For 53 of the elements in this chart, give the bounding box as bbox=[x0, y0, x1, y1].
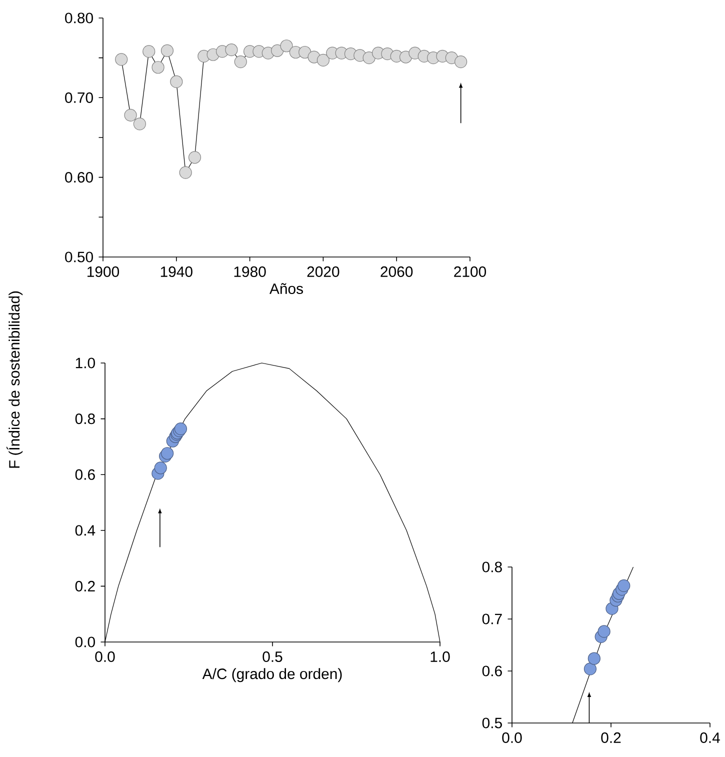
point bbox=[225, 44, 238, 56]
point bbox=[316, 54, 330, 67]
point bbox=[584, 662, 597, 676]
x-axis-title: Años bbox=[270, 283, 303, 294]
y-tick-label: 0.8 bbox=[482, 562, 502, 572]
x-tick-label: 1980 bbox=[234, 266, 266, 277]
y-tick-label: 0.60 bbox=[65, 172, 93, 183]
point bbox=[280, 40, 293, 52]
point bbox=[124, 108, 137, 122]
point bbox=[133, 118, 146, 130]
point bbox=[588, 652, 600, 665]
point bbox=[598, 625, 610, 638]
point bbox=[142, 45, 156, 58]
x-tick-label: 0.2 bbox=[601, 732, 621, 743]
point bbox=[298, 46, 312, 59]
x-tick-label: 0.0 bbox=[95, 651, 115, 662]
point bbox=[161, 447, 174, 460]
point bbox=[154, 462, 167, 474]
x-tick-label: 0.0 bbox=[502, 732, 522, 743]
y-tick-label: 0.8 bbox=[75, 414, 95, 424]
x-tick-label: 0.5 bbox=[262, 651, 282, 662]
x-tick-label: 1940 bbox=[160, 266, 192, 277]
x-tick-label: 1.0 bbox=[430, 651, 450, 662]
y-tick-label: 0.7 bbox=[482, 614, 502, 624]
y-tick-label: 0.50 bbox=[65, 252, 93, 262]
point bbox=[618, 579, 630, 592]
point bbox=[160, 44, 174, 57]
y-tick-label: 0.2 bbox=[75, 580, 95, 592]
y-axis-title: F (Índice de sostenibilidad) bbox=[6, 291, 23, 468]
point bbox=[234, 56, 247, 68]
y-tick-label: 0.6 bbox=[482, 666, 502, 676]
point bbox=[271, 44, 284, 57]
point bbox=[362, 52, 376, 64]
point bbox=[170, 75, 183, 88]
y-tick-label: 1.0 bbox=[76, 358, 95, 368]
y-tick-label: 0.5 bbox=[482, 718, 502, 728]
y-tick-label: 0.80 bbox=[65, 12, 93, 24]
y-tick-label: 0.6 bbox=[75, 469, 95, 480]
x-tick-label: 2020 bbox=[307, 266, 340, 277]
point bbox=[454, 56, 468, 68]
y-tick-label: 0.4 bbox=[75, 525, 96, 536]
x-axis-title: A/C (grado de orden) bbox=[202, 668, 342, 682]
point bbox=[152, 61, 164, 74]
y-tick-label: 0.70 bbox=[65, 92, 93, 103]
point bbox=[179, 166, 192, 179]
point bbox=[188, 151, 202, 164]
x-tick-label: 2060 bbox=[380, 266, 413, 277]
point bbox=[445, 52, 458, 64]
y-tick-label: 0.0 bbox=[75, 636, 95, 648]
point bbox=[115, 53, 128, 66]
x-tick-label: 1900 bbox=[88, 266, 120, 277]
x-tick-label: 2100 bbox=[454, 266, 486, 277]
x-tick-label: 0.4 bbox=[700, 732, 720, 743]
